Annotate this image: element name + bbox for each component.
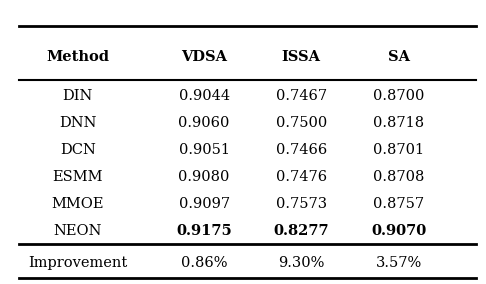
Text: 0.9051: 0.9051 <box>179 143 229 157</box>
Text: ESMM: ESMM <box>52 170 103 184</box>
Text: 0.7500: 0.7500 <box>276 116 327 130</box>
Text: 0.7466: 0.7466 <box>276 143 327 157</box>
Text: 0.9080: 0.9080 <box>178 170 230 184</box>
Text: 0.8277: 0.8277 <box>274 224 329 238</box>
Text: 9.30%: 9.30% <box>278 256 325 270</box>
Text: Improvement: Improvement <box>28 256 127 270</box>
Text: 0.7573: 0.7573 <box>276 197 327 211</box>
Text: ISSA: ISSA <box>282 50 321 64</box>
Text: Method: Method <box>46 50 109 64</box>
Text: 0.9070: 0.9070 <box>371 224 426 238</box>
Text: 0.9175: 0.9175 <box>176 224 232 238</box>
Text: VDSA: VDSA <box>181 50 227 64</box>
Text: 0.8718: 0.8718 <box>373 116 424 130</box>
Text: 0.9060: 0.9060 <box>178 116 230 130</box>
Text: 0.8757: 0.8757 <box>373 197 424 211</box>
Text: DCN: DCN <box>60 143 96 157</box>
Text: 0.86%: 0.86% <box>181 256 227 270</box>
Text: 0.7467: 0.7467 <box>276 89 327 103</box>
Text: DIN: DIN <box>63 89 93 103</box>
Text: 3.57%: 3.57% <box>375 256 422 270</box>
Text: 0.7476: 0.7476 <box>276 170 327 184</box>
Text: 0.9097: 0.9097 <box>178 197 230 211</box>
Text: 0.8700: 0.8700 <box>373 89 424 103</box>
Text: 0.8701: 0.8701 <box>373 143 424 157</box>
Text: MMOE: MMOE <box>52 197 104 211</box>
Text: DNN: DNN <box>59 116 97 130</box>
Text: 0.9044: 0.9044 <box>178 89 230 103</box>
Text: 0.8708: 0.8708 <box>373 170 424 184</box>
Text: NEON: NEON <box>53 224 102 238</box>
Text: SA: SA <box>387 50 410 64</box>
